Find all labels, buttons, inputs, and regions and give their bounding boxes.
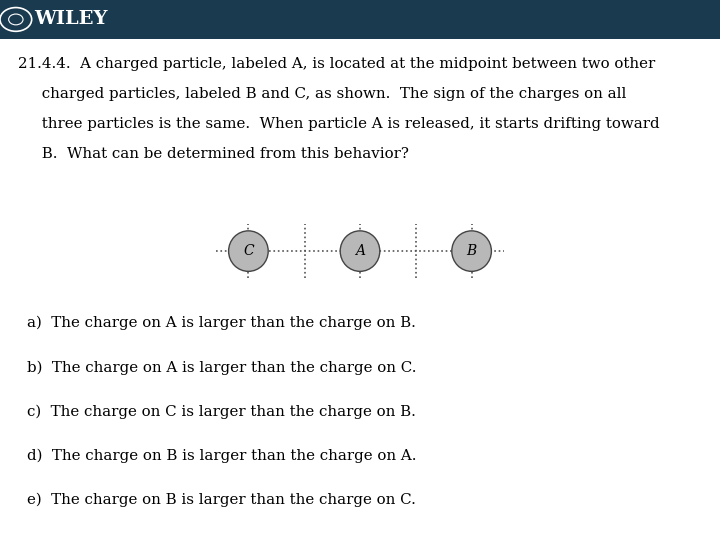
Text: B.  What can be determined from this behavior?: B. What can be determined from this beha… bbox=[18, 147, 409, 161]
Text: WILEY: WILEY bbox=[35, 10, 108, 29]
Ellipse shape bbox=[340, 231, 380, 271]
Text: a)  The charge on A is larger than the charge on B.: a) The charge on A is larger than the ch… bbox=[27, 316, 416, 330]
Text: A: A bbox=[355, 244, 365, 258]
Text: c)  The charge on C is larger than the charge on B.: c) The charge on C is larger than the ch… bbox=[27, 404, 416, 419]
Text: C: C bbox=[243, 244, 253, 258]
Text: b)  The charge on A is larger than the charge on C.: b) The charge on A is larger than the ch… bbox=[27, 360, 417, 375]
Text: e)  The charge on B is larger than the charge on C.: e) The charge on B is larger than the ch… bbox=[27, 493, 416, 508]
Ellipse shape bbox=[452, 231, 492, 271]
Text: d)  The charge on B is larger than the charge on A.: d) The charge on B is larger than the ch… bbox=[27, 449, 417, 463]
Ellipse shape bbox=[228, 231, 268, 271]
Text: 21.4.4.  A charged particle, labeled A, is located at the midpoint between two o: 21.4.4. A charged particle, labeled A, i… bbox=[18, 57, 655, 71]
Bar bbox=[0, 0, 720, 39]
Text: charged particles, labeled B and C, as shown.  The sign of the charges on all: charged particles, labeled B and C, as s… bbox=[18, 87, 626, 101]
Text: three particles is the same.  When particle A is released, it starts drifting to: three particles is the same. When partic… bbox=[18, 117, 660, 131]
Text: B: B bbox=[467, 244, 477, 258]
